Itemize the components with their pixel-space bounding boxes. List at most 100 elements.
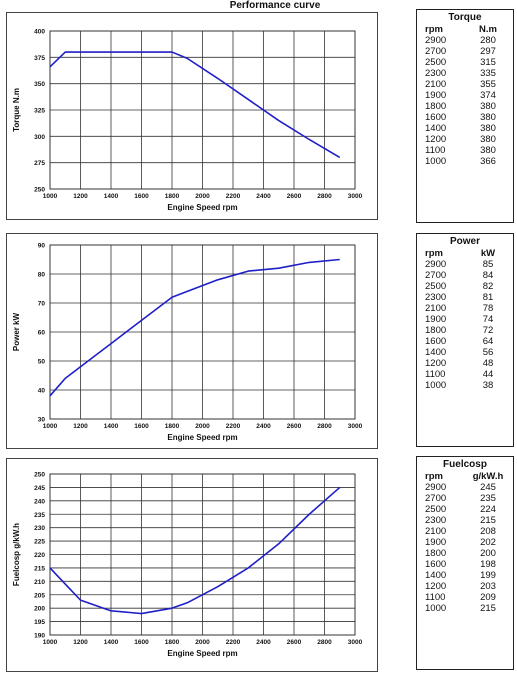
table-cell-value: 315 <box>480 57 496 68</box>
x-tick-label: 2200 <box>226 639 241 646</box>
table-cell-rpm: 1900 <box>425 314 447 325</box>
plot-area-border <box>49 244 356 420</box>
series-line <box>49 486 341 615</box>
table-cell-value: 198 <box>480 559 496 570</box>
table-cell-rpm: 1000 <box>425 156 447 167</box>
table-cell-value: 74 <box>482 314 494 325</box>
x-tick-label: 2400 <box>256 639 271 646</box>
table-row: 2700 84 <box>417 270 513 281</box>
table-cell-value: 81 <box>482 292 494 303</box>
y-tick-label: 400 <box>34 29 45 36</box>
table-cell-value: 355 <box>480 79 496 90</box>
table-row: 2100 78 <box>417 303 513 314</box>
x-tick-label: 1800 <box>165 193 180 200</box>
table-header-row: rpm N.m <box>417 24 513 35</box>
table-row: 1000 215 <box>417 603 513 614</box>
series-line <box>49 258 340 397</box>
table-row: 1100 209 <box>417 592 513 603</box>
table-row: 2100 355 <box>417 79 513 90</box>
x-axis-label: Engine Speed rpm <box>167 433 237 442</box>
table-cell-value: 38 <box>482 380 494 391</box>
table-cell-value: 202 <box>480 537 496 548</box>
table-cell-rpm: 1200 <box>425 134 447 145</box>
table-row: 1600 380 <box>417 112 513 123</box>
table-cell-value: 380 <box>480 134 496 145</box>
table-cell-value: 44 <box>482 369 494 380</box>
table-cell-rpm: 1800 <box>425 548 447 559</box>
y-tick-label: 40 <box>38 388 46 395</box>
table-cell-rpm: 2100 <box>425 79 447 90</box>
table-cell-value: 56 <box>482 347 494 358</box>
y-tick-label: 245 <box>34 485 45 492</box>
table-cell-value: 366 <box>480 156 496 167</box>
x-tick-label: 2000 <box>195 423 210 430</box>
table-cell-rpm: 1100 <box>425 369 446 380</box>
table-cell-rpm: 1100 <box>425 592 446 603</box>
table-cell-rpm: 1400 <box>425 347 447 358</box>
x-tick-label: 1800 <box>165 423 180 430</box>
x-tick-label: 3000 <box>348 193 363 200</box>
table-row: 1100 44 <box>417 369 513 380</box>
table-row: 1900 74 <box>417 314 513 325</box>
table-cell-rpm: 1200 <box>425 358 447 369</box>
table-cell-value: 297 <box>480 46 496 57</box>
table-header-row: rpm g/kW.h <box>417 471 513 482</box>
table-cell-rpm: 2300 <box>425 68 447 79</box>
y-axis-label: Torque N.m <box>12 88 21 132</box>
table-cell-value: 215 <box>480 515 496 526</box>
table-cell-value: 85 <box>482 259 494 270</box>
table-row: 1800 200 <box>417 548 513 559</box>
table-cell-value: 64 <box>482 336 494 347</box>
page-title: Performance curve <box>229 0 321 11</box>
x-tick-label: 1400 <box>104 193 119 200</box>
table-row: 1800 72 <box>417 325 513 336</box>
x-tick-label: 1000 <box>43 193 58 200</box>
table-header-row: rpm kW <box>417 248 513 259</box>
x-tick-label: 3000 <box>348 639 363 646</box>
y-tick-label: 325 <box>34 108 45 115</box>
y-tick-label: 205 <box>34 592 45 599</box>
table-cell-value: 84 <box>482 270 494 281</box>
table-cell-value: 380 <box>480 145 496 156</box>
table-cell-value: 209 <box>480 592 496 603</box>
y-axis-label: Power kW <box>12 312 21 351</box>
table-cell-value: 72 <box>482 325 494 336</box>
x-tick-label: 2600 <box>287 193 302 200</box>
x-tick-label: 1400 <box>104 639 119 646</box>
y-tick-label: 200 <box>34 606 45 613</box>
x-tick-label: 2400 <box>256 423 271 430</box>
y-tick-label: 195 <box>34 619 45 626</box>
x-tick-label: 1000 <box>43 639 58 646</box>
table-cell-value: 380 <box>480 123 496 134</box>
table-row: 2300 215 <box>417 515 513 526</box>
table-header-rpm: rpm <box>425 471 443 482</box>
torque-table: Torque rpm N.m 2900 280 2700 297 2500 315 2300 335… <box>416 9 514 223</box>
table-cell-rpm: 1600 <box>425 112 447 123</box>
table-row: 1200 48 <box>417 358 513 369</box>
y-tick-label: 235 <box>34 512 45 519</box>
table-cell-value: 208 <box>480 526 496 537</box>
y-tick-label: 30 <box>38 417 46 424</box>
table-row: 2100 208 <box>417 526 513 537</box>
y-tick-label: 220 <box>34 552 45 559</box>
y-tick-label: 350 <box>34 81 45 88</box>
table-header-unit: g/kW.h <box>472 471 504 482</box>
table-cell-value: 245 <box>480 482 496 493</box>
table-row: 2700 235 <box>417 493 513 504</box>
table-title: Power <box>449 236 480 247</box>
table-cell-value: 215 <box>480 603 496 614</box>
table-cell-value: 224 <box>480 504 496 515</box>
y-tick-label: 80 <box>38 272 46 279</box>
table-cell-value: 78 <box>482 303 494 314</box>
table-row: 1200 203 <box>417 581 513 592</box>
table-cell-rpm: 1600 <box>425 336 447 347</box>
power-table: Power rpm kW 2900 85 2700 84 2500 82 2300 81 2100 78… <box>416 233 514 447</box>
table-row: 1000 366 <box>417 156 513 167</box>
fuel-consumption-table: Fuelcosp rpm g/kW.h 2900 245 2700 235 2500 224 23… <box>416 456 514 670</box>
table-row: 2500 315 <box>417 57 513 68</box>
y-tick-label: 225 <box>34 539 45 546</box>
table-cell-rpm: 2900 <box>425 35 447 46</box>
x-tick-label: 1200 <box>73 193 88 200</box>
torque-chart-panel: 1000 1200 1400 1600 1800 2000 2200 2400 2600 2800… <box>6 12 378 220</box>
table-cell-rpm: 1800 <box>425 101 447 112</box>
